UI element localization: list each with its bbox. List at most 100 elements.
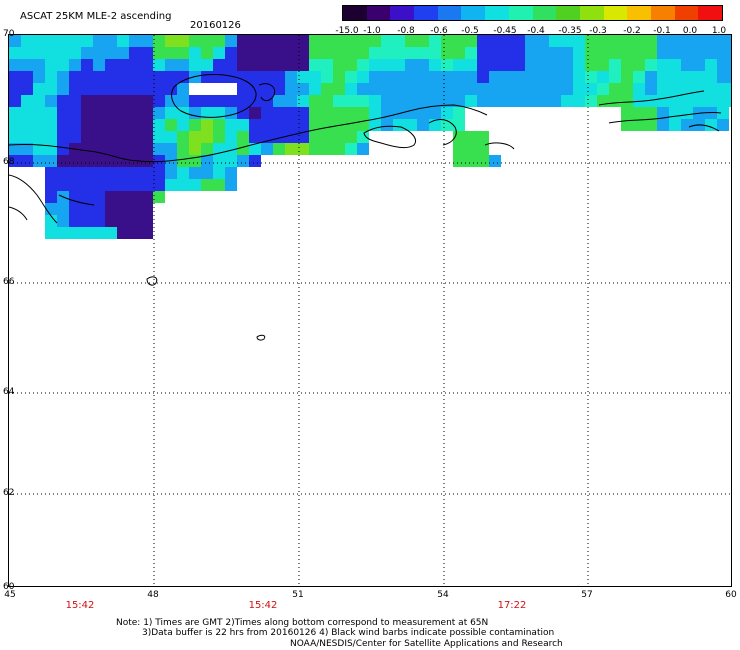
wind-pixel: [69, 35, 81, 47]
wind-pixel: [69, 227, 81, 239]
wind-pixel: [81, 167, 93, 179]
pass-time: 15:42: [248, 600, 278, 611]
wind-pixel: [657, 71, 669, 83]
wind-pixel: [393, 35, 405, 47]
wind-pixel: [225, 179, 237, 191]
wind-pixel: [693, 59, 705, 71]
wind-pixel: [249, 155, 261, 167]
wind-pixel: [57, 155, 69, 167]
wind-pixel: [93, 155, 105, 167]
wind-pixel: [261, 119, 273, 131]
wind-pixel: [525, 59, 537, 71]
wind-pixel: [57, 107, 69, 119]
wind-pixel: [705, 83, 717, 95]
wind-pixel: [585, 47, 597, 59]
wind-pixel: [369, 71, 381, 83]
wind-pixel: [609, 35, 621, 47]
wind-pixel: [249, 35, 261, 47]
wind-pixel: [141, 167, 153, 179]
wind-pixel: [333, 35, 345, 47]
note-line-1: Note: 1) Times are GMT 2)Times along bot…: [116, 618, 489, 628]
wind-pixel: [93, 191, 105, 203]
wind-pixel: [69, 131, 81, 143]
wind-pixel: [285, 143, 297, 155]
wind-pixel: [453, 143, 465, 155]
wind-pixel: [321, 143, 333, 155]
wind-pixel: [633, 47, 645, 59]
wind-pixel: [33, 143, 45, 155]
wind-pixel: [465, 71, 477, 83]
wind-pixel: [81, 215, 93, 227]
wind-pixel: [369, 35, 381, 47]
wind-pixel: [45, 215, 57, 227]
wind-pixel: [465, 131, 477, 143]
wind-pixel: [357, 59, 369, 71]
colorbar-cell: [390, 6, 415, 20]
wind-pixel: [105, 179, 117, 191]
wind-pixel: [453, 155, 465, 167]
wind-pixel: [177, 143, 189, 155]
wind-pixel: [525, 83, 537, 95]
wind-pixel: [201, 167, 213, 179]
wind-pixel: [309, 119, 321, 131]
wind-pixel: [225, 119, 237, 131]
wind-pixel: [141, 71, 153, 83]
wind-pixel: [165, 35, 177, 47]
wind-pixel: [561, 47, 573, 59]
wind-pixel: [393, 83, 405, 95]
wind-pixel: [273, 47, 285, 59]
wind-pixel: [477, 35, 489, 47]
wind-pixel: [345, 71, 357, 83]
lat-label: 68: [3, 157, 15, 167]
wind-pixel: [441, 83, 453, 95]
wind-pixel: [405, 95, 417, 107]
wind-pixel: [9, 95, 21, 107]
wind-data-pixels: [9, 35, 740, 239]
wind-pixel: [129, 83, 141, 95]
wind-pixel: [501, 35, 513, 47]
wind-pixel: [153, 167, 165, 179]
wind-pixel: [69, 155, 81, 167]
wind-pixel: [237, 83, 249, 95]
wind-pixel: [345, 35, 357, 47]
wind-pixel: [441, 71, 453, 83]
wind-pixel: [705, 71, 717, 83]
wind-pixel: [333, 143, 345, 155]
wind-pixel: [261, 83, 273, 95]
colorbar-label: -0.45: [493, 26, 517, 36]
wind-pixel: [45, 203, 57, 215]
wind-pixel: [201, 71, 213, 83]
wind-pixel: [609, 47, 621, 59]
colorbar-cell: [698, 6, 722, 20]
colorbar-label: 0.0: [682, 26, 698, 36]
wind-pixel: [681, 119, 693, 131]
wind-pixel: [357, 47, 369, 59]
wind-pixel: [81, 143, 93, 155]
coastline-west: [8, 174, 58, 224]
colorbar-label: -0.6: [430, 26, 448, 36]
wind-pixel: [525, 95, 537, 107]
wind-pixel: [537, 47, 549, 59]
wind-pixel: [621, 35, 633, 47]
colorbar-cell: [603, 6, 628, 20]
lon-label: 45: [4, 590, 16, 600]
wind-pixel: [117, 179, 129, 191]
wind-pixel: [477, 95, 489, 107]
wind-pixel: [609, 71, 621, 83]
wind-pixel: [405, 35, 417, 47]
wind-pixel: [369, 83, 381, 95]
wind-pixel: [237, 155, 249, 167]
wind-pixel: [441, 59, 453, 71]
wind-pixel: [129, 179, 141, 191]
wind-pixel: [81, 155, 93, 167]
wind-pixel: [489, 71, 501, 83]
wind-pixel: [549, 71, 561, 83]
wind-pixel: [177, 35, 189, 47]
wind-pixel: [285, 131, 297, 143]
wind-pixel: [345, 119, 357, 131]
wind-pixel: [573, 47, 585, 59]
wind-pixel: [333, 107, 345, 119]
wind-pixel: [489, 95, 501, 107]
wind-pixel: [285, 95, 297, 107]
wind-pixel: [273, 131, 285, 143]
